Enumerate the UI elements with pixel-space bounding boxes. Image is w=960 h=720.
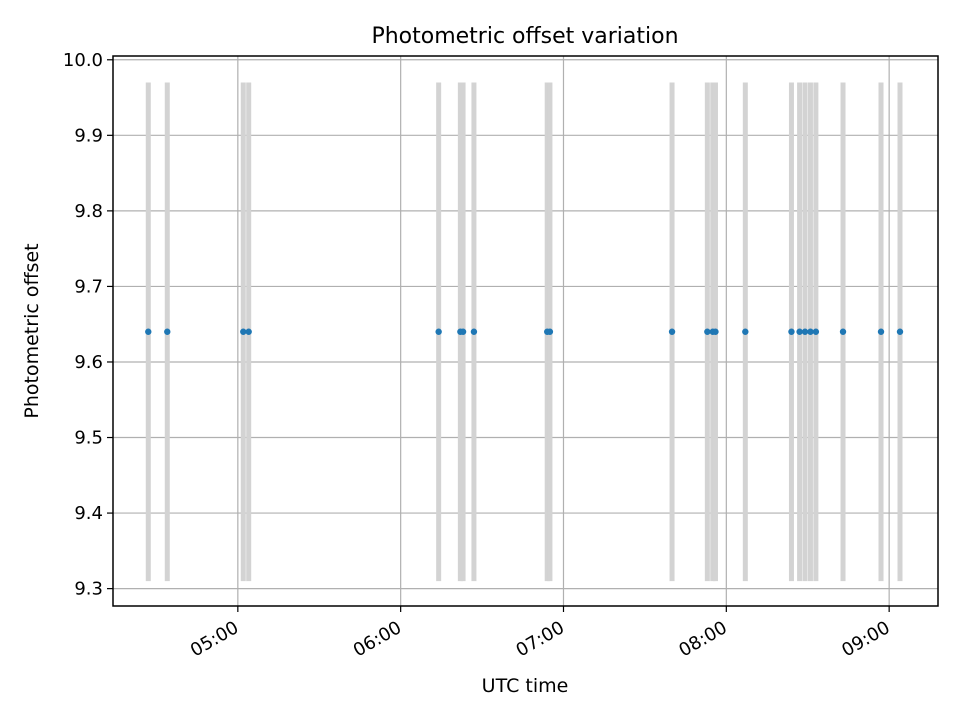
y-axis-label: Photometric offset [21, 243, 43, 418]
y-tick-label: 9.5 [74, 428, 103, 449]
data-point [546, 328, 554, 335]
data-point [788, 328, 795, 335]
data-point [877, 328, 885, 335]
data-point [807, 328, 814, 335]
data-point [435, 328, 442, 335]
data-point [459, 328, 467, 335]
data-point [164, 328, 171, 335]
data-point [812, 328, 820, 335]
data-points [145, 328, 904, 335]
data-point [896, 328, 904, 335]
y-tick-label: 10.0 [63, 50, 103, 71]
y-tick-label: 9.6 [74, 352, 103, 373]
data-point [668, 328, 676, 335]
data-point [712, 328, 719, 335]
y-tick-label: 9.4 [74, 503, 103, 524]
y-axis-ticks: 9.3 9.4 9.5 9.6 9.7 9.8 9.9 10.0 [63, 50, 113, 600]
chart-title: Photometric offset variation [371, 24, 678, 49]
data-point [801, 328, 809, 335]
data-point [240, 328, 247, 335]
data-point [742, 328, 749, 335]
y-tick-label: 9.3 [74, 579, 103, 600]
x-axis-label: UTC time [482, 675, 569, 697]
y-tick-label: 9.9 [74, 125, 103, 146]
data-point [839, 328, 847, 335]
data-point [470, 328, 478, 335]
data-point [796, 328, 803, 335]
data-point [245, 328, 252, 335]
y-tick-label: 9.7 [74, 276, 103, 297]
y-tick-label: 9.8 [74, 201, 103, 222]
data-point [704, 328, 711, 335]
plot-frame [112, 55, 939, 607]
data-point [145, 328, 152, 335]
